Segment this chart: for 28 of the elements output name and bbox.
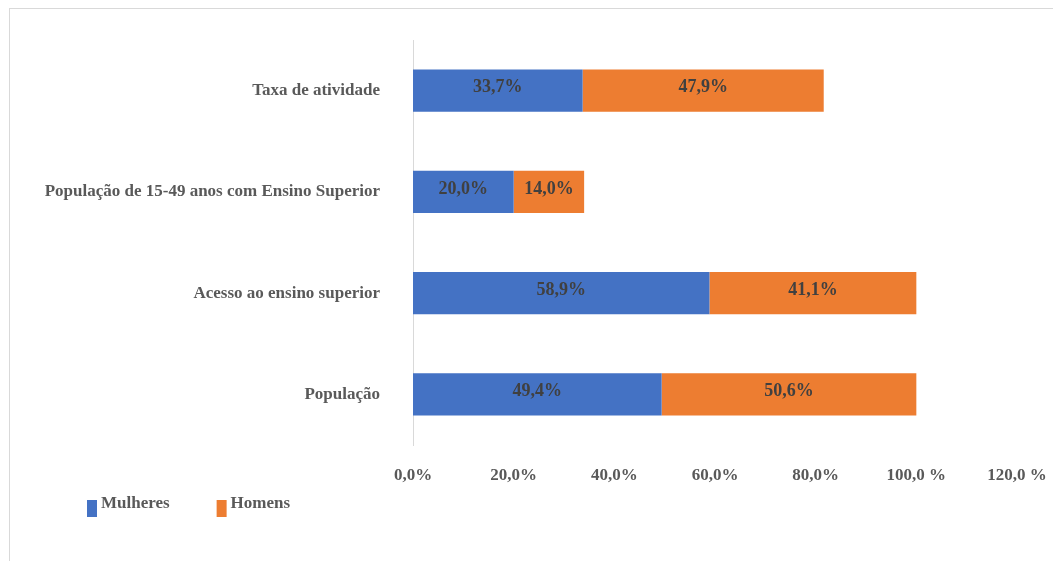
data-label: 50,6% [764,380,814,401]
x-tick-label: 80,0% [792,464,840,484]
bar [661,373,917,416]
bar [413,69,583,112]
x-tick-label: 40,0% [590,464,638,484]
bar [413,272,710,315]
y-tick-label: Acesso ao ensino superior [193,282,381,302]
bar [413,373,662,416]
bar [582,69,824,112]
y-tick-label: População [304,383,380,403]
x-tick-label: 60,0% [691,464,739,484]
x-tick-label: 20,0% [490,464,538,484]
data-label: 20,0% [438,177,489,198]
data-label: 58,9% [536,278,586,299]
data-label: 14,0% [524,177,574,198]
bar [413,170,514,213]
data-label: 47,9% [678,76,728,97]
x-tick-label: 0,0% [393,464,433,484]
y-tick-label: Taxa de atividade [252,80,381,100]
data-label: 49,4% [512,380,563,401]
legend-label: Mulheres [101,493,171,513]
y-tick-label: População de 15-49 anos com Ensino Superior [44,181,381,201]
data-label: 41,1% [788,278,838,299]
x-tick-label: 100,0 % [886,464,947,484]
data-label: 33,7% [473,76,523,97]
x-tick-label: 120,0 % [987,464,1047,484]
legend-label: Homens [230,493,291,513]
bar [709,272,917,315]
